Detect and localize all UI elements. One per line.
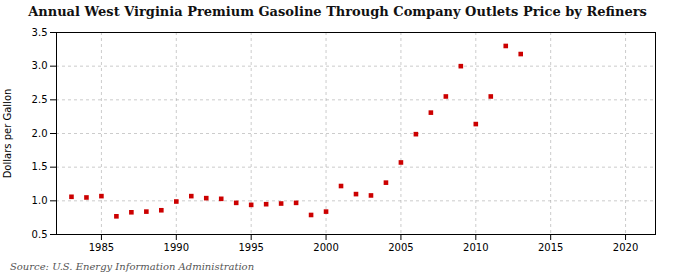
svg-text:1985: 1985 <box>89 242 114 253</box>
svg-text:1.5: 1.5 <box>32 161 48 172</box>
svg-text:3.5: 3.5 <box>32 27 48 38</box>
svg-text:0.5: 0.5 <box>32 229 48 240</box>
svg-text:2.0: 2.0 <box>32 128 48 139</box>
svg-text:2005: 2005 <box>388 242 413 253</box>
html-text:Source: U.S. Energy Informatio: Source: U.S. Energy Information Administ… <box>10 261 255 272</box>
svg-text:2.5: 2.5 <box>32 94 48 105</box>
svg-text:2020: 2020 <box>613 242 638 253</box>
svg-text:2000: 2000 <box>313 242 338 253</box>
svg-text:1.0: 1.0 <box>32 195 48 206</box>
svg-text:1995: 1995 <box>238 242 263 253</box>
svg-text:1990: 1990 <box>164 242 189 253</box>
html-text:Annual West Virginia Premium G: Annual West Virginia Premium Gasoline Th… <box>28 4 647 19</box>
svg-text:2010: 2010 <box>463 242 488 253</box>
svg-text:Dollars per Gallon: Dollars per Gallon <box>2 89 13 179</box>
svg-text:3.0: 3.0 <box>32 60 48 71</box>
svg-text:2015: 2015 <box>538 242 563 253</box>
